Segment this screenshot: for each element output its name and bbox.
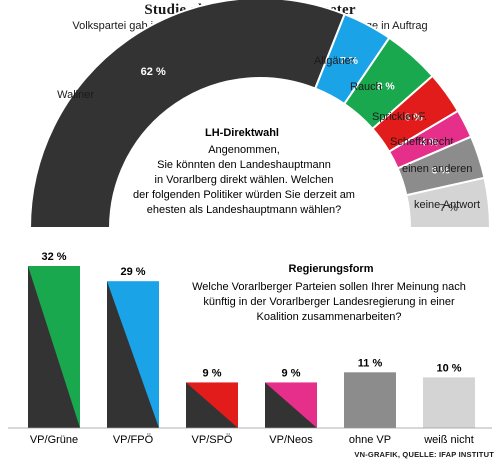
bar-value-label: 11 % [358,357,383,369]
bar-category-label: VP/FPÖ [113,434,154,446]
pie-question-line: in Vorarlberg direkt wählen. Welchen [155,174,334,186]
bar-question-line: Welche Vorarlberger Parteien sollen Ihre… [192,281,466,293]
bar-question-line: Koalition zusammenarbeiten? [257,311,402,323]
pie-slice-label: Scheffknecht [390,136,453,148]
pie-slice [28,0,346,229]
pie-slice-label: Rauch [350,81,382,93]
pie-value-label: 7 % [440,202,459,214]
pie-question-line: Angenommen, [208,144,280,156]
bar-category-label: VP/SPÖ [192,434,233,446]
bar-value-label: 9 % [282,367,301,379]
pie-slice-label: keine Antwort [414,199,480,211]
bar [344,372,396,428]
pie-value-label: 6 % [405,111,424,123]
bar-category-label: VP/Neos [269,434,313,446]
source-footer: VN-GRAFIK, QUELLE: IFAP INSTITUT [354,450,494,459]
bar [423,377,475,428]
bar-category-label: ohne VP [349,434,391,446]
pie-slice-label: Wallner [57,89,94,101]
bar-shadow [265,382,317,428]
pie-question-line: ehesten als Landeshauptmann wählen? [147,204,341,216]
bar-shadow [107,281,159,428]
bar-question-line: künftig in der Vorarlberger Landesregier… [203,296,455,308]
bar-shadow [186,382,238,428]
pie-value-label: 4 % [420,137,439,149]
pie-title: LH-Direktwahl [205,127,279,139]
pie-slice-label: Sprickler-F. [372,111,427,123]
bar-category-label: VP/Grüne [30,434,78,446]
bar-value-label: 10 % [436,362,461,374]
pie-value-label: 6 % [432,164,451,176]
pie-question-line: Sie könnten den Landeshauptmann [157,159,331,171]
bar-category-label: weiß nicht [423,434,474,446]
pie-value-label: 7 % [340,55,359,67]
pie-value-label: 8 % [377,80,396,92]
bar-value-label: 9 % [203,367,222,379]
pie-slice [405,176,492,229]
bar-value-label: 32 % [41,251,66,263]
pie-slice-label: einen anderen [402,163,472,175]
bar-title: Regierungsform [289,263,374,275]
bar-shadow [28,266,80,428]
bar-value-label: 29 % [120,266,145,278]
pie-slice-label: Allgäuer [314,55,355,67]
pie-question-line: der folgenden Politiker würden Sie derze… [133,189,355,201]
pie-value-label: 62 % [141,66,166,78]
